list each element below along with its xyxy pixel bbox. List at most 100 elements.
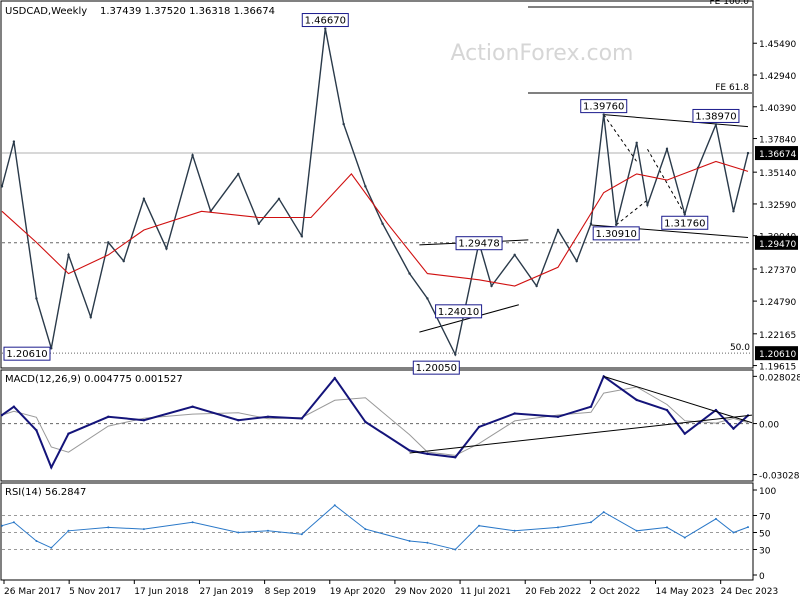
annotation-box bbox=[3, 346, 51, 361]
rsi-point bbox=[237, 531, 240, 534]
price-point bbox=[89, 315, 92, 319]
macd-upper-trend bbox=[603, 375, 753, 424]
x-axis: 26 Mar 2017 5 Nov 2017 17 Jun 2018 27 Jan 2… bbox=[3, 580, 779, 597]
macd-point bbox=[0, 413, 4, 417]
price-point bbox=[165, 247, 168, 250]
rsi-point bbox=[1, 524, 3, 527]
price-point bbox=[635, 141, 638, 144]
rsi-ytick-label: 0 bbox=[759, 572, 765, 582]
macd-point bbox=[454, 456, 457, 459]
macd-point bbox=[364, 420, 367, 424]
price-header-ohlc: 1.37439 1.37520 1.36318 1.36674 bbox=[100, 6, 275, 17]
price-ytick-label: 1.37840 bbox=[759, 136, 796, 146]
price-point bbox=[142, 197, 146, 201]
annotation-box bbox=[592, 226, 640, 241]
x-tick-label: 2 Oct 2022 bbox=[590, 587, 640, 597]
macd-point bbox=[266, 415, 270, 419]
rsi-ytick-label: 50 bbox=[759, 530, 771, 540]
price-ytick-label: 1.40390 bbox=[759, 104, 796, 114]
rsi-point bbox=[35, 540, 38, 542]
price-point bbox=[324, 27, 327, 30]
price-point bbox=[300, 234, 304, 238]
annotation-label: 1.46670 bbox=[305, 16, 346, 27]
rsi-point bbox=[732, 531, 735, 534]
price-point bbox=[364, 185, 367, 188]
rsi-panel-frame bbox=[0, 482, 754, 581]
fe-level-label: FE 100.0 bbox=[710, 0, 750, 7]
annotation-box bbox=[580, 99, 628, 114]
x-tick-label: 8 Sep 2019 bbox=[265, 587, 317, 597]
price-point bbox=[237, 172, 240, 176]
x-tick-label: 11 Jul 2021 bbox=[460, 587, 511, 597]
price-point bbox=[513, 253, 516, 257]
price-point bbox=[381, 222, 384, 225]
rsi-point bbox=[426, 541, 429, 544]
macd-panel-frame bbox=[0, 369, 754, 482]
x-tick-label: 14 May 2023 bbox=[656, 587, 715, 597]
macd-point bbox=[191, 405, 194, 408]
price-point bbox=[683, 213, 686, 216]
macd-point bbox=[12, 405, 16, 408]
macd-ytick-label: -0.030286 bbox=[759, 472, 800, 482]
macd-point bbox=[50, 466, 53, 469]
rsi-point bbox=[67, 529, 70, 532]
macd-point bbox=[142, 418, 146, 422]
rsi-point bbox=[478, 524, 481, 527]
macd-point bbox=[513, 412, 516, 415]
upper-channel-line bbox=[603, 114, 749, 128]
macd-ytick-label: 0.028028 bbox=[759, 373, 800, 383]
macd-lower-trend bbox=[409, 414, 753, 454]
annotation-box bbox=[661, 215, 709, 230]
rsi-point bbox=[635, 529, 638, 532]
price-point bbox=[408, 272, 411, 275]
annotation-box bbox=[412, 360, 460, 375]
annotation-label: 1.24010 bbox=[438, 307, 479, 318]
price-ytick-label: 1.24790 bbox=[759, 298, 796, 308]
annotation-box bbox=[435, 304, 483, 319]
macd-point bbox=[408, 449, 411, 452]
rsi-panel: 100 70 50 30 0 bbox=[1, 487, 776, 582]
rsi-point bbox=[142, 528, 145, 531]
annotation-label: 1.20050 bbox=[416, 363, 457, 374]
macd-point bbox=[426, 452, 429, 456]
macd-point bbox=[732, 427, 735, 430]
macd-point bbox=[333, 376, 336, 380]
macd-signal-line bbox=[1, 386, 749, 456]
annotation-label: 1.39760 bbox=[583, 102, 624, 113]
triangle-lower-line bbox=[419, 304, 519, 333]
price-level-box bbox=[755, 346, 798, 361]
rsi-point bbox=[12, 521, 15, 524]
rsi-point bbox=[266, 529, 269, 532]
wave-dash-line bbox=[615, 199, 648, 226]
moving-average-line bbox=[1, 160, 749, 287]
rsi-point bbox=[557, 526, 560, 529]
price-point bbox=[257, 222, 260, 225]
price-point bbox=[732, 210, 735, 213]
wave-dash-line bbox=[646, 148, 686, 215]
price-ytick-label: 1.27370 bbox=[759, 266, 796, 276]
price-point bbox=[12, 140, 16, 143]
price-point bbox=[35, 297, 38, 300]
price-point bbox=[0, 185, 4, 188]
rsi-point bbox=[513, 529, 516, 532]
price-point bbox=[575, 259, 578, 263]
price-point bbox=[67, 253, 70, 257]
price-level-box bbox=[755, 235, 798, 250]
annotation-box bbox=[692, 108, 740, 123]
rsi-point bbox=[589, 521, 592, 524]
fib-50-label: 50.0 bbox=[730, 343, 750, 353]
macd-point bbox=[107, 415, 110, 419]
macd-panel: 0.028028 0.00 -0.030286 bbox=[0, 373, 800, 482]
price-level-box-label: 1.20610 bbox=[759, 350, 796, 360]
watermark: ActionForex.com bbox=[451, 41, 634, 66]
price-point bbox=[454, 353, 457, 356]
x-tick-label: 24 Dec 2023 bbox=[721, 587, 779, 597]
x-tick-label: 19 Apr 2020 bbox=[330, 587, 386, 597]
annotation-label: 1.38970 bbox=[695, 111, 736, 122]
rsi-point bbox=[665, 526, 668, 529]
rsi-point bbox=[364, 528, 367, 531]
macd-title: MACD(12,26,9) 0.004775 0.001527 bbox=[5, 374, 183, 385]
price-point bbox=[426, 297, 429, 300]
annotation-box bbox=[455, 236, 503, 251]
annotation-label: 1.30910 bbox=[596, 229, 637, 240]
